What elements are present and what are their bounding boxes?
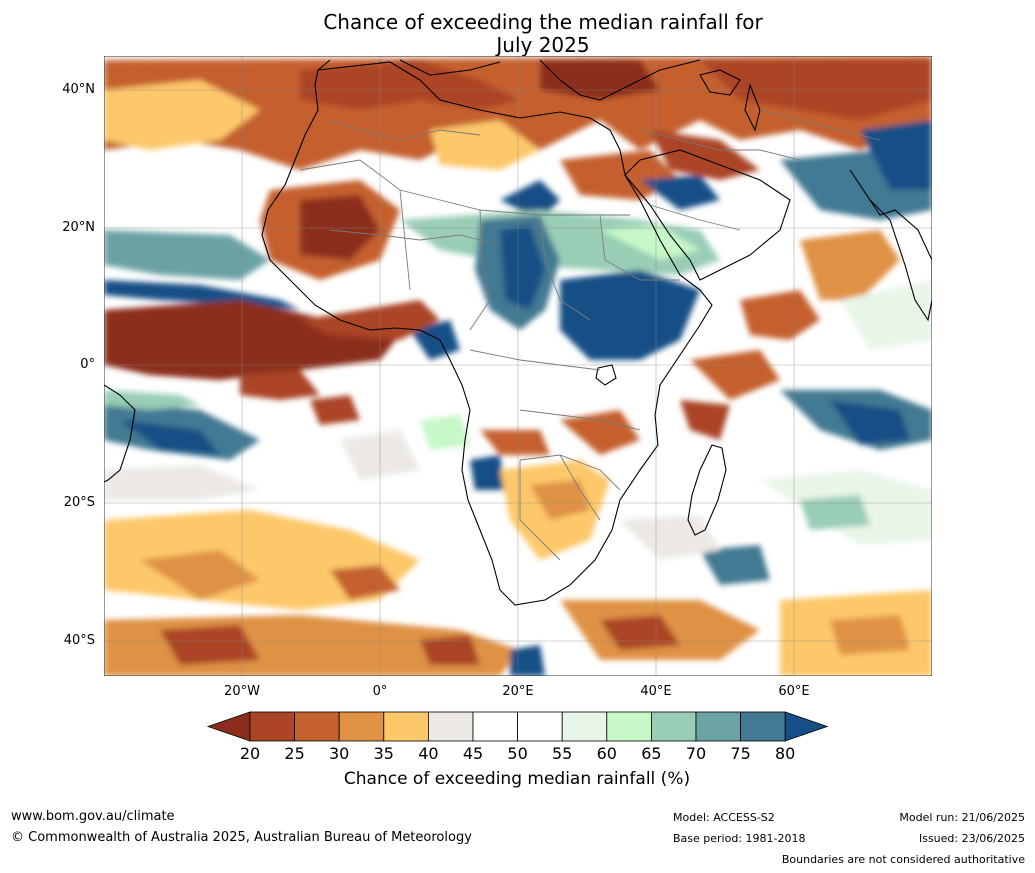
footer-issued: Issued: 23/06/2025	[918, 832, 1025, 845]
coastlines	[104, 59, 932, 606]
footer-model: Model: ACCESS-S2	[673, 811, 775, 824]
colorbar-tick-label: 20	[239, 744, 261, 763]
colorbar-tick-label: 80	[775, 744, 796, 763]
map-title-line2: July 2025	[496, 33, 590, 57]
colorbar-bin	[294, 711, 340, 742]
footer-base-period: Base period: 1981-2018	[673, 832, 806, 845]
colorbar-bin	[695, 711, 741, 742]
colorbar-tick-label: 55	[552, 744, 573, 763]
colorbar-extend-low	[206, 711, 251, 742]
colorbar	[206, 711, 829, 742]
lat-label-40n: 40°N	[62, 82, 95, 97]
lat-label-20n: 20°N	[62, 220, 95, 235]
colorbar-tick-label: 70	[685, 744, 707, 763]
colorbar-bin	[517, 711, 563, 742]
country-borders	[299, 109, 881, 561]
colorbar-bin	[427, 711, 474, 742]
lat-label-40s: 40°S	[63, 633, 95, 648]
lat-label-0: 0°	[80, 357, 95, 372]
lon-label-20e: 20°E	[502, 684, 534, 699]
lon-label-0: 0°	[372, 684, 388, 699]
colorbar-bin	[383, 711, 429, 742]
colorbar-tick-label: 40	[418, 744, 439, 763]
footer-website: www.bom.gov.au/climate	[11, 809, 175, 824]
colorbar-bin	[561, 711, 608, 742]
colorbar-bin	[740, 711, 786, 742]
colorbar-extend-high	[784, 711, 829, 742]
lon-label-20w: 20°W	[224, 684, 260, 699]
colorbar-bin	[606, 711, 652, 742]
colorbar-title: Chance of exceeding median rainfall (%)	[343, 769, 691, 789]
footer-boundaries-note: Boundaries are not considered authoritat…	[781, 853, 1025, 866]
colorbar-tick-label: 60	[596, 744, 617, 763]
lon-label-60e: 60°E	[778, 684, 810, 699]
colorbar-tick-label: 65	[641, 744, 662, 763]
colorbar-tick-label: 75	[730, 744, 751, 763]
colorbar-bin	[338, 711, 385, 742]
map-title-line1: Chance of exceeding the median rainfall …	[323, 10, 763, 34]
graticule	[104, 56, 932, 676]
footer-copyright: © Commonwealth of Australia 2025, Austra…	[11, 830, 472, 845]
footer-model-run: Model run: 21/06/2025	[899, 811, 1025, 824]
colorbar-bin	[651, 711, 697, 742]
colorbar-tick-label: 50	[507, 744, 528, 763]
lon-label-40e: 40°E	[640, 684, 672, 699]
probability-field	[104, 56, 932, 676]
colorbar-tick-label: 25	[284, 744, 305, 763]
colorbar-bin	[472, 711, 518, 742]
colorbar-tick-label: 35	[373, 744, 394, 763]
colorbar-bin	[249, 711, 295, 742]
lat-label-20s: 20°S	[63, 495, 95, 510]
map-frame	[104, 56, 932, 676]
colorbar-tick-label: 30	[329, 744, 350, 763]
colorbar-tick-label: 45	[462, 744, 484, 763]
